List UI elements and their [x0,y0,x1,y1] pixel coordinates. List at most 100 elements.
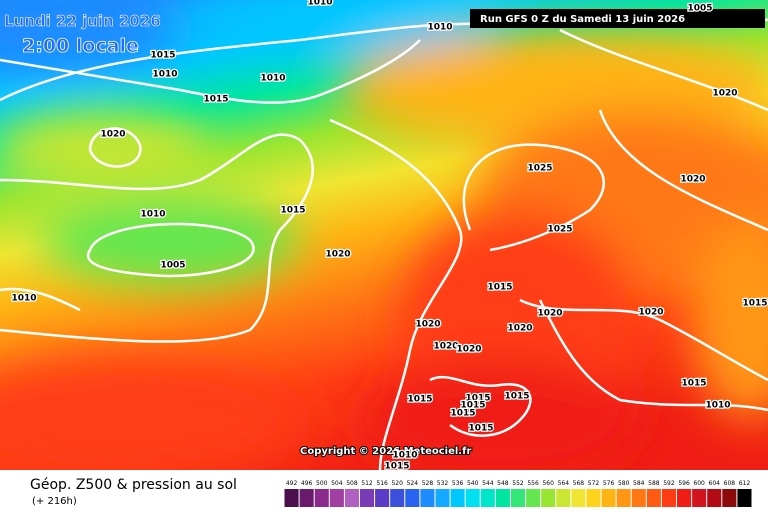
legend-swatch [314,489,329,507]
isobar-label: 1015 [504,392,529,402]
legend-label: 560 [542,480,554,487]
legend-swatch [677,489,692,507]
footer-title: Géop. Z500 & pression au sol [30,477,237,493]
legend-swatch [601,489,616,507]
isobar-label: 1015 [465,394,490,404]
legend-swatch [586,489,601,507]
isobar-label: 1020 [680,175,705,185]
legend-label: 520 [391,480,403,487]
map-field: Lundi 22 juin 2026 2:00 locale Run GFS 0… [0,0,768,472]
legend-swatch [631,489,646,507]
legend-label: 612 [739,480,751,487]
time-label: 2:00 locale [22,35,139,57]
legend-swatch [646,489,661,507]
legend-swatch [661,489,677,507]
legend-label: 504 [331,480,343,487]
legend-swatch [344,489,359,507]
isobar-label: 1020 [712,89,737,99]
legend-label: 532 [437,480,449,487]
legend-swatch [510,489,526,507]
isobar-label: 1010 [705,401,730,411]
legend-label: 548 [497,480,509,487]
legend-label: 576 [603,480,615,487]
isobar-label: 1015 [280,206,305,216]
legend-label: 592 [663,480,675,487]
isobar-label: 1015 [450,409,475,419]
legend-label: 516 [376,480,388,487]
legend-label: 568 [573,480,585,487]
legend-label: 556 [527,480,539,487]
legend-swatch [435,489,450,507]
date-label: Lundi 22 juin 2026 [4,12,161,30]
isobar-label: 1015 [384,462,409,472]
isobar-label: 1020 [537,309,562,319]
copyright: Copyright © 2026 Meteociel.fr [300,446,471,457]
footer-subtitle: (+ 216h) [32,496,77,507]
legend-swatch [299,489,314,507]
isobars [0,15,768,470]
legend-label: 544 [482,480,494,487]
legend-swatch [329,489,344,507]
isobar-label: 1020 [415,320,440,330]
legend-swatch [495,489,510,507]
legend-label: 500 [316,480,328,487]
legend-label: 580 [618,480,630,487]
isobar-label: 1020 [456,345,481,355]
isobar-label: 1020 [325,250,350,260]
isobar-label: 1015 [150,51,175,61]
legend-label: 564 [558,480,570,487]
legend-label: 588 [648,480,660,487]
isobar-label: 1020 [433,342,458,352]
legend-label: 524 [407,480,419,487]
legend-swatch [480,489,495,507]
isobar-label: 1010 [11,294,36,304]
isobar-label: 1015 [460,401,485,411]
legend-swatch [541,489,556,507]
isobar-label: 1010 [140,210,165,220]
legend-label: 512 [361,480,373,487]
legend-label: 608 [724,480,736,487]
legend-label: 596 [678,480,690,487]
legend-swatch [556,489,571,507]
isobar-label: 1025 [527,164,552,174]
legend-swatch [526,489,541,507]
legend-label: 572 [588,480,600,487]
legend-label: 584 [633,480,645,487]
legend-label: 496 [301,480,313,487]
legend-swatch [420,489,435,507]
legend-swatch [390,489,405,507]
isobar-label: 1010 [260,74,285,84]
legend-label: 536 [452,480,464,487]
legend-swatch [375,489,390,507]
isobar-label: 1020 [100,130,125,140]
isobar-label: 1025 [547,225,572,235]
isobar-label: 1010 [152,70,177,80]
legend-swatch [571,489,586,507]
isobar-label: 1020 [507,324,532,334]
legend-swatch [450,489,465,507]
isobar-label: 1015 [468,424,493,434]
legend-swatch [359,489,375,507]
legend-swatch [616,489,631,507]
legend-swatch [284,489,299,507]
isobar-label: 1015 [407,395,432,405]
legend-label: 604 [709,480,721,487]
isobar-label: 1010 [392,451,417,461]
isobar-label: 1005 [687,4,712,14]
legend-label: 508 [346,480,358,487]
legend-swatch [692,489,707,507]
legend-label: 528 [422,480,434,487]
legend-swatch [722,489,737,507]
run-box [470,9,765,28]
legend-label: 600 [693,480,705,487]
legend-swatch [405,489,420,507]
legend-swatch [737,489,752,507]
run-label: Run GFS 0 Z du Samedi 13 juin 2026 [480,14,685,25]
isobar-label: 1015 [203,95,228,105]
color-scale: 492 496 500 504 508 512 516 520 524 528 532 536 540 5… [284,480,752,507]
isobar-label: 1015 [681,379,706,389]
legend-label: 552 [512,480,524,487]
isobar-label: 1010 [307,0,332,8]
legend-label: 492 [286,480,298,487]
